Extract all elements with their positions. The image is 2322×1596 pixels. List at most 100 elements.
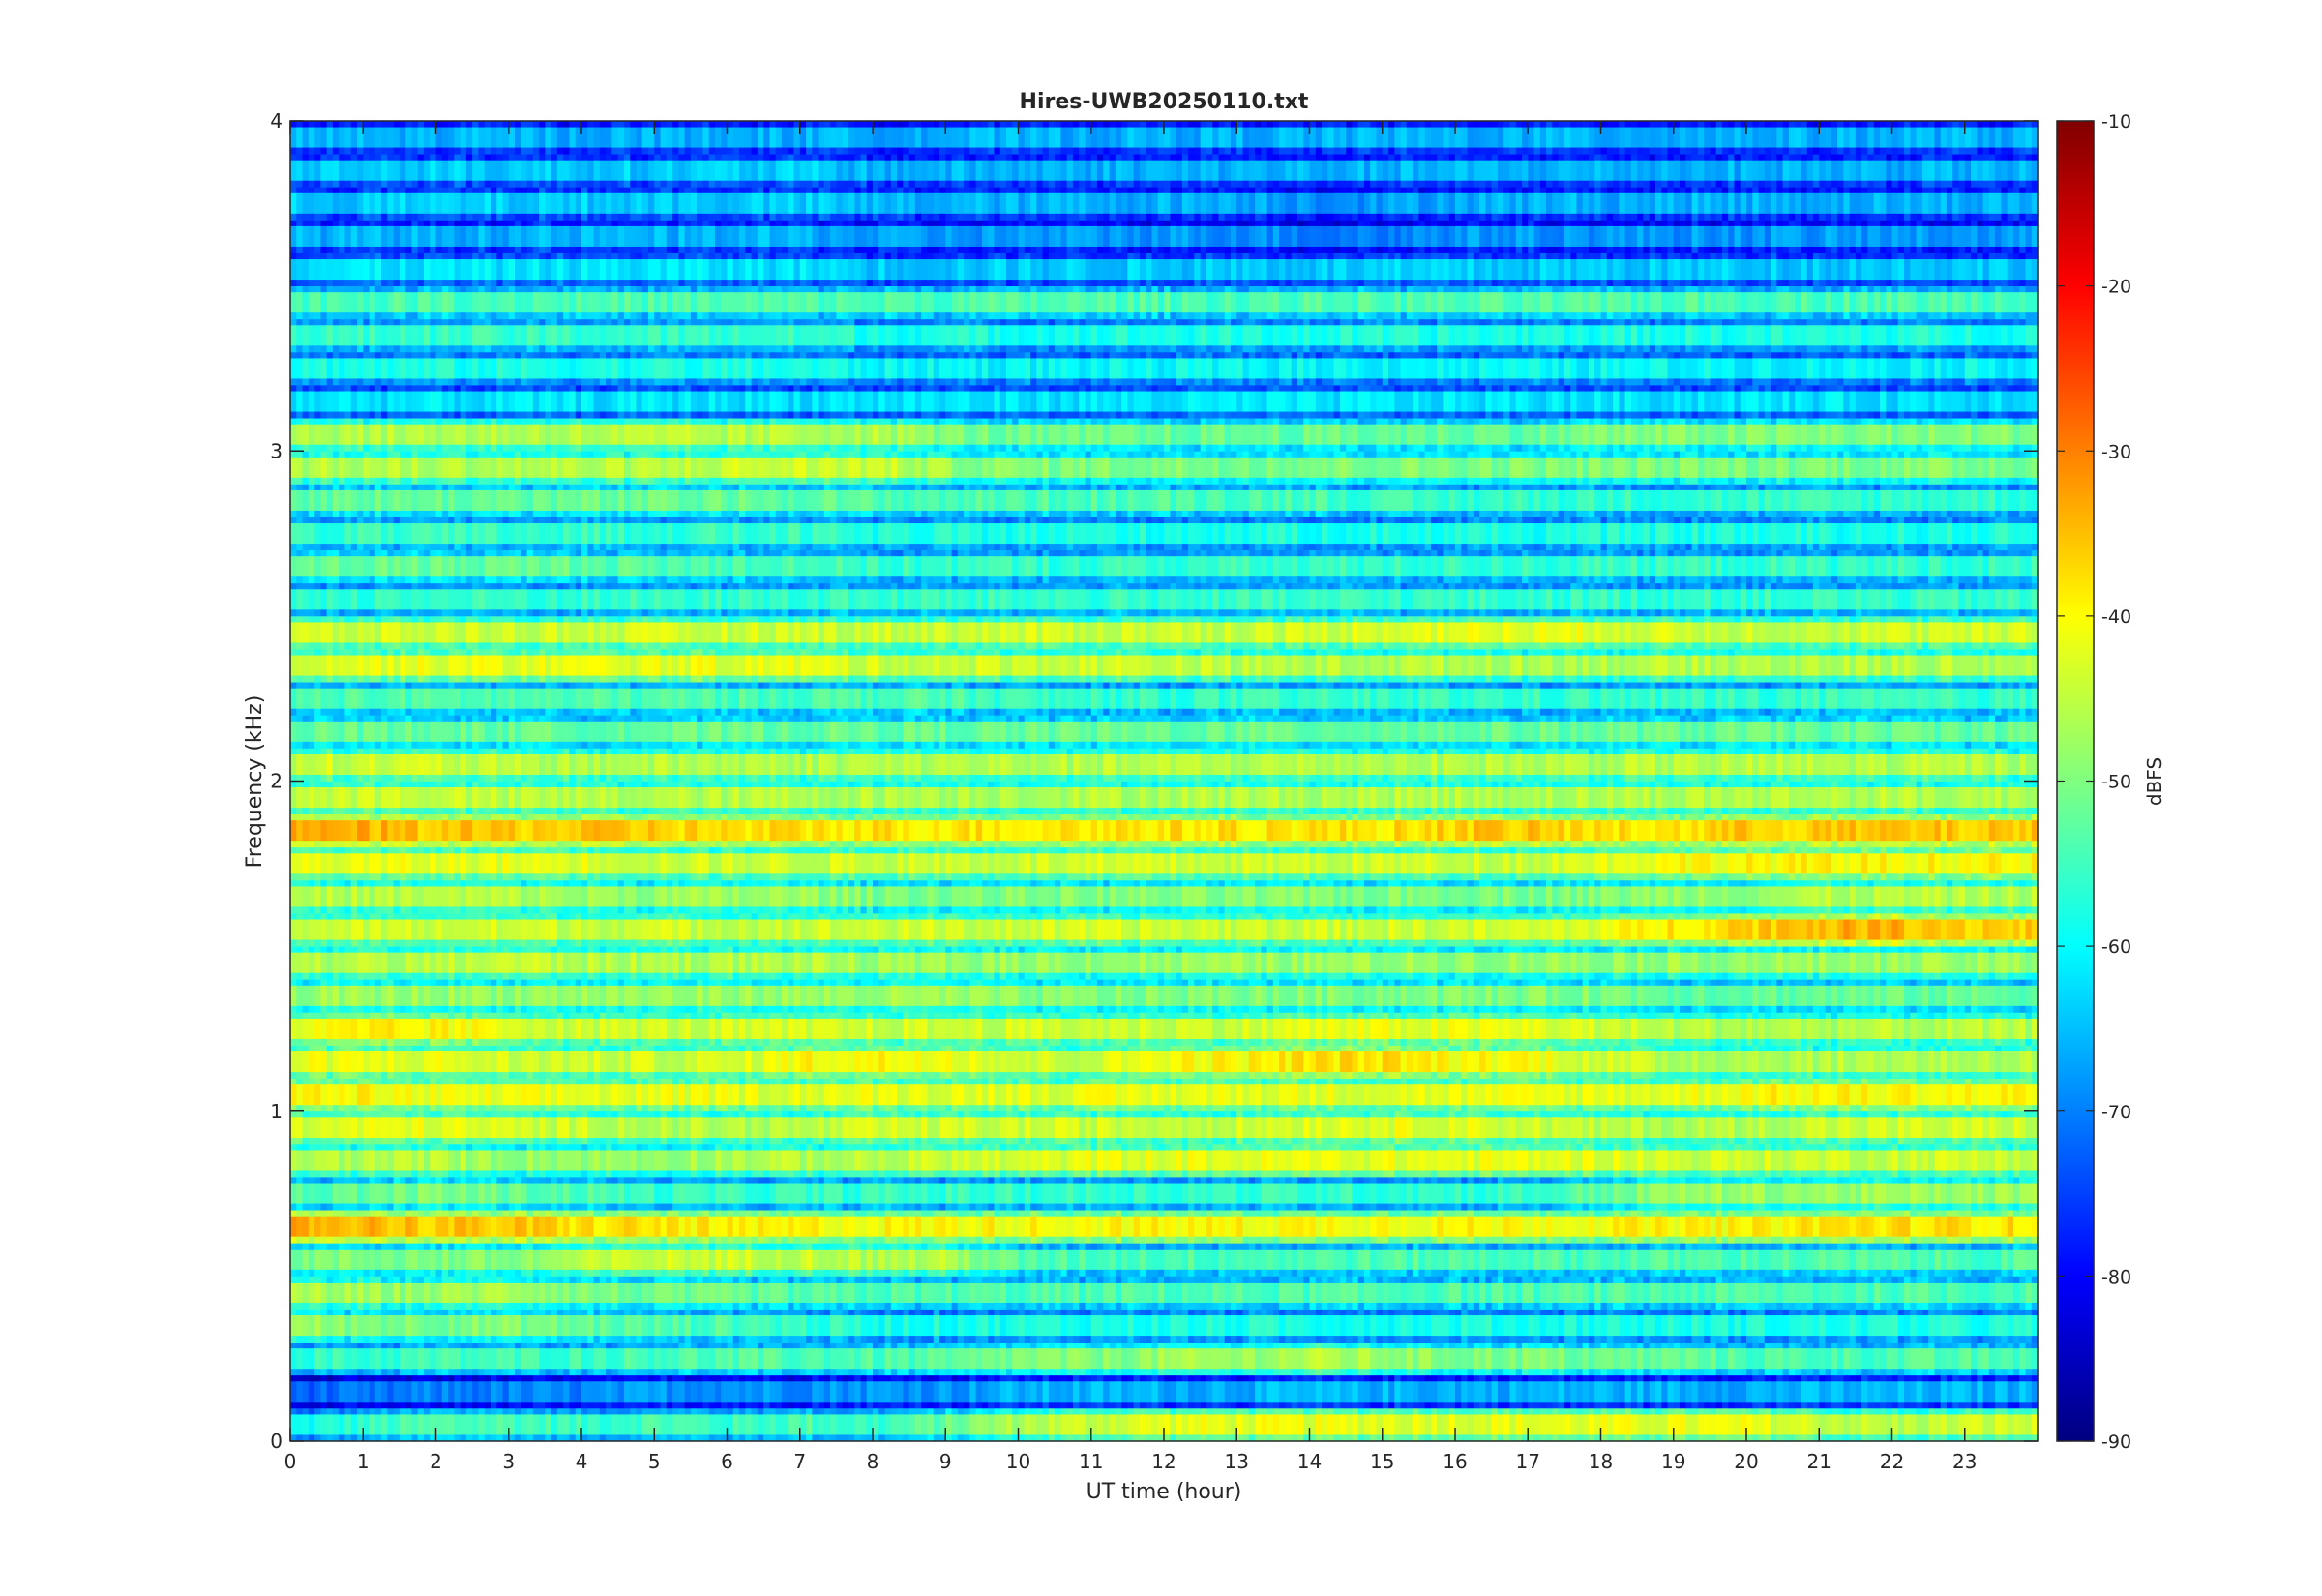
heatmap-cell (532, 1249, 540, 1271)
heatmap-cell (1455, 1309, 1462, 1316)
heatmap-cell (714, 1302, 722, 1310)
heatmap-cell (914, 1369, 922, 1376)
heatmap-cell (1946, 1336, 1953, 1344)
heatmap-cell (1746, 1276, 1753, 1283)
heatmap-cell (964, 1369, 970, 1376)
heatmap-cell (1072, 1407, 1080, 1415)
heatmap-cell (1728, 1402, 1736, 1409)
heatmap-cell (957, 1414, 965, 1435)
heatmap-cell (775, 1407, 783, 1415)
heatmap-cell (823, 1342, 831, 1349)
heatmap-cell (1891, 1347, 1899, 1370)
heatmap-cell (1528, 1369, 1535, 1376)
heatmap-cell (1024, 1243, 1031, 1250)
heatmap-cell (1825, 1276, 1832, 1283)
heatmap-cell (1406, 1243, 1414, 1250)
heatmap-cell (1418, 1369, 1426, 1376)
heatmap-cell (417, 1347, 425, 1370)
heatmap-cell (430, 1347, 437, 1370)
heatmap-cell (994, 1369, 1001, 1376)
heatmap-cell (1685, 1342, 1693, 1349)
heatmap-cell (1005, 1347, 1013, 1370)
heatmap-cell (763, 1342, 770, 1349)
heatmap-cell (1400, 1249, 1408, 1271)
heatmap-cell (448, 1243, 455, 1250)
heatmap-cell (1357, 1269, 1365, 1277)
heatmap-cell (1266, 1282, 1274, 1304)
heatmap-cell (630, 1407, 638, 1415)
heatmap-cell (921, 1380, 929, 1403)
heatmap-cell (1782, 1402, 1790, 1409)
heatmap-cell (999, 1347, 1007, 1370)
heatmap-cell (1455, 1269, 1462, 1277)
heatmap-cell (539, 1309, 546, 1316)
heatmap-cell (860, 1309, 868, 1316)
heatmap-cell (1764, 1276, 1771, 1283)
heatmap-cell (1018, 1276, 1026, 1283)
heatmap-cell (1352, 1282, 1359, 1304)
heatmap-cell (1188, 1407, 1195, 1415)
heatmap-cell (1200, 1414, 1207, 1435)
heatmap-cell (1691, 1282, 1699, 1304)
heatmap-cell (302, 1434, 310, 1442)
heatmap-cell (1400, 1369, 1408, 1376)
heatmap-cell (1606, 1282, 1614, 1304)
heatmap-cell (951, 1282, 959, 1304)
heatmap-cell (1030, 1380, 1037, 1403)
heatmap-cell (654, 1282, 662, 1304)
heatmap-cell (757, 1269, 764, 1277)
heatmap-cell (399, 1276, 406, 1283)
heatmap-cell (363, 1380, 371, 1403)
heatmap-cell (1788, 1309, 1796, 1316)
heatmap-cell (630, 1309, 638, 1316)
heatmap-cell (964, 1402, 970, 1409)
heatmap-cell (793, 1336, 801, 1344)
heatmap-cell (1424, 1407, 1432, 1415)
heatmap-cell (556, 1434, 564, 1442)
heatmap-cell (1873, 1336, 1881, 1344)
heatmap-cell (465, 1380, 473, 1403)
heatmap-cell (1867, 1407, 1875, 1415)
heatmap-cell (763, 1302, 770, 1310)
heatmap-cell (1005, 1249, 1013, 1271)
heatmap-cell (1346, 1342, 1353, 1349)
heatmap-cell (1521, 1302, 1529, 1310)
heatmap-cell (636, 1302, 643, 1310)
heatmap-cell (417, 1402, 425, 1409)
heatmap-cell (732, 1402, 740, 1409)
heatmap-cell (508, 1369, 516, 1376)
heatmap-cell (1079, 1315, 1087, 1337)
heatmap-cell (1200, 1402, 1207, 1409)
heatmap-cell (290, 1407, 297, 1415)
heatmap-cell (1721, 1302, 1729, 1310)
heatmap-cell (981, 1434, 989, 1442)
heatmap-cell (1394, 1402, 1402, 1409)
heatmap-cell (1964, 1315, 1972, 1337)
heatmap-cell (484, 1276, 491, 1283)
heatmap-cell (1418, 1249, 1426, 1271)
heatmap-cell (369, 1380, 376, 1403)
heatmap-cell (1127, 1407, 1135, 1415)
heatmap-cell (1497, 1282, 1504, 1304)
heatmap-cell (478, 1249, 486, 1271)
heatmap-cell (818, 1347, 825, 1370)
heatmap-cell (945, 1342, 953, 1349)
heatmap-cell (1521, 1282, 1529, 1304)
heatmap-cell (1115, 1342, 1122, 1349)
heatmap-cell (1236, 1369, 1244, 1376)
heatmap-cell (1291, 1342, 1298, 1349)
heatmap-cell (1060, 1347, 1068, 1370)
heatmap-cell (1467, 1347, 1474, 1370)
heatmap-cell (842, 1302, 849, 1310)
heatmap-cell (575, 1434, 582, 1442)
heatmap-cell (1418, 1380, 1426, 1403)
heatmap-cell (1261, 1243, 1268, 1250)
heatmap-cell (1691, 1315, 1699, 1337)
heatmap-cell (423, 1309, 431, 1316)
heatmap-cell (690, 1342, 698, 1349)
heatmap-cell (387, 1407, 395, 1415)
heatmap-cell (1721, 1434, 1729, 1442)
heatmap-cell (617, 1315, 625, 1337)
heatmap-cell (1090, 1402, 1098, 1409)
heatmap-cell (599, 1414, 607, 1435)
